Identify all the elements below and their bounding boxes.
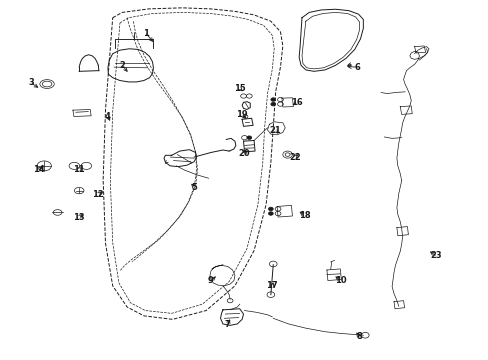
Text: 19: 19	[236, 110, 247, 119]
Text: 5: 5	[191, 183, 197, 192]
Circle shape	[268, 212, 273, 215]
Circle shape	[246, 136, 251, 139]
Text: 2: 2	[119, 61, 125, 70]
Text: 15: 15	[233, 84, 245, 93]
Text: 14: 14	[33, 165, 44, 174]
Text: 9: 9	[208, 276, 213, 285]
Text: 10: 10	[334, 276, 346, 285]
Circle shape	[270, 98, 275, 101]
Text: 11: 11	[73, 165, 85, 174]
Text: 12: 12	[92, 190, 104, 199]
Text: 22: 22	[288, 153, 300, 162]
Text: 1: 1	[143, 29, 149, 38]
Text: 23: 23	[429, 251, 441, 260]
Text: 3: 3	[28, 78, 34, 87]
Text: 20: 20	[238, 149, 250, 158]
Circle shape	[268, 207, 273, 211]
Text: 18: 18	[298, 211, 309, 220]
Text: 8: 8	[356, 333, 362, 342]
Text: 4: 4	[105, 112, 111, 121]
Text: 17: 17	[266, 282, 278, 290]
Text: 13: 13	[73, 212, 85, 221]
Circle shape	[270, 102, 275, 106]
Text: 16: 16	[291, 98, 303, 107]
Text: 7: 7	[224, 320, 230, 329]
Text: 21: 21	[269, 126, 281, 135]
Text: 6: 6	[353, 63, 359, 72]
